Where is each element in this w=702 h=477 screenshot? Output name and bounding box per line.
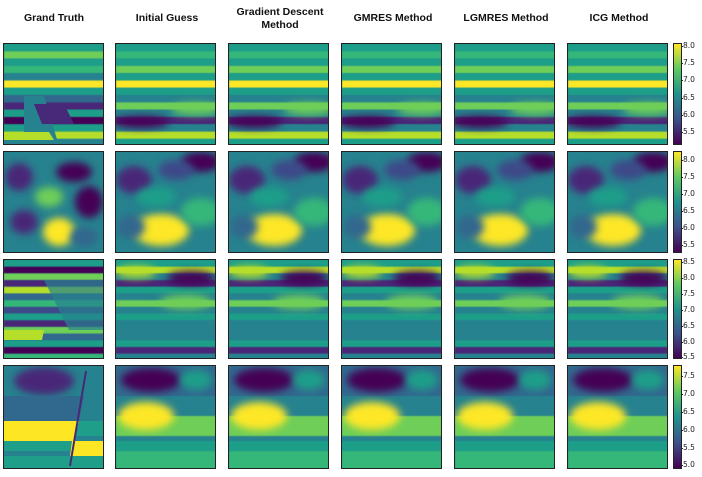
heatmap-panel bbox=[115, 43, 216, 145]
column-title-icg: ICG Method bbox=[589, 12, 649, 24]
colorbar-3-tick: 5.5 bbox=[681, 352, 695, 361]
heatmap-panel bbox=[567, 259, 668, 359]
colorbar-1-tick: 6.0 bbox=[681, 110, 695, 119]
heatmap-panel bbox=[341, 365, 442, 469]
colorbar-2-tick: 5.5 bbox=[681, 240, 695, 249]
column-title-grand-truth: Grand Truth bbox=[23, 12, 85, 24]
colorbar-3-tick: 7.0 bbox=[681, 305, 695, 314]
heatmap-panel bbox=[115, 151, 216, 253]
colorbar-2-tick: 7.0 bbox=[681, 189, 695, 198]
colorbar-3-tick: 7.5 bbox=[681, 289, 695, 298]
heatmap-panel bbox=[3, 151, 104, 253]
heatmap-panel bbox=[3, 365, 104, 469]
heatmap-panel bbox=[228, 259, 329, 359]
heatmap-panel bbox=[454, 259, 555, 359]
colorbar-4-tick: 6.5 bbox=[681, 407, 695, 416]
colorbar-row-4 bbox=[673, 365, 682, 469]
colorbar-3-tick: 6.0 bbox=[681, 337, 695, 346]
colorbar-2-tick: 6.5 bbox=[681, 206, 695, 215]
heatmap-panel bbox=[567, 43, 668, 145]
heatmap-panel bbox=[228, 43, 329, 145]
heatmap-panel bbox=[115, 259, 216, 359]
heatmap-panel bbox=[341, 151, 442, 253]
colorbar-row-1 bbox=[673, 43, 682, 145]
heatmap-panel bbox=[341, 43, 442, 145]
column-title-initial-guess: Initial Guess bbox=[135, 12, 199, 24]
heatmap-panel bbox=[341, 259, 442, 359]
column-title-gradient-descent: Gradient Descent Method bbox=[236, 6, 324, 31]
heatmap-panel bbox=[567, 365, 668, 469]
colorbar-3-tick: 8.0 bbox=[681, 273, 695, 282]
heatmap-panel bbox=[454, 43, 555, 145]
heatmap-panel bbox=[454, 365, 555, 469]
column-title-lgmres: LGMRES Method bbox=[463, 12, 549, 24]
colorbar-1-tick: 7.5 bbox=[681, 58, 695, 67]
colorbar-1-tick: 8.0 bbox=[681, 41, 695, 50]
colorbar-4-tick: 5.5 bbox=[681, 443, 695, 452]
heatmap-panel bbox=[228, 365, 329, 469]
colorbar-2-tick: 8.0 bbox=[681, 155, 695, 164]
column-title-gmres: GMRES Method bbox=[353, 12, 433, 24]
colorbar-4-tick: 5.0 bbox=[681, 460, 695, 469]
colorbar-4-tick: 7.0 bbox=[681, 389, 695, 398]
colorbar-row-2 bbox=[673, 151, 682, 253]
heatmap-panel bbox=[3, 259, 104, 359]
heatmap-panel bbox=[567, 151, 668, 253]
colorbar-1-tick: 7.0 bbox=[681, 75, 695, 84]
colorbar-3-tick: 8.5 bbox=[681, 257, 695, 266]
colorbar-1-tick: 6.5 bbox=[681, 93, 695, 102]
colorbar-2-tick: 6.0 bbox=[681, 223, 695, 232]
colorbar-2-tick: 7.5 bbox=[681, 172, 695, 181]
heatmap-panel bbox=[228, 151, 329, 253]
heatmap-panel bbox=[454, 151, 555, 253]
heatmap-panel bbox=[3, 43, 104, 145]
colorbar-4-tick: 7.5 bbox=[681, 371, 695, 380]
heatmap-panel bbox=[115, 365, 216, 469]
colorbar-4-tick: 6.0 bbox=[681, 425, 695, 434]
colorbar-1-tick: 5.5 bbox=[681, 127, 695, 136]
colorbar-3-tick: 6.5 bbox=[681, 321, 695, 330]
colorbar-row-3 bbox=[673, 259, 682, 359]
